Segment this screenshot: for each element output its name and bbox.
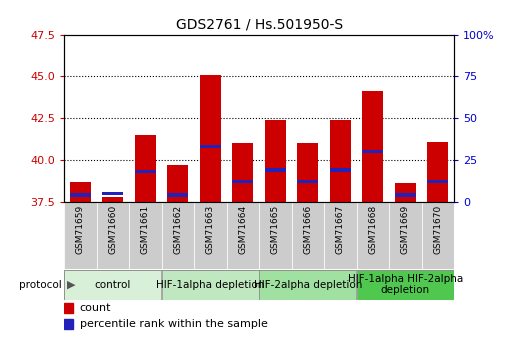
Text: GSM71666: GSM71666 (303, 205, 312, 254)
Bar (324, 202, 357, 269)
Text: GSM71661: GSM71661 (141, 205, 150, 254)
Bar (291, 202, 324, 269)
Bar (102, 197, 124, 202)
Text: ▶: ▶ (67, 280, 75, 289)
Bar (135, 135, 156, 202)
Bar (232, 180, 253, 184)
Bar (232, 143, 253, 202)
Bar (330, 168, 351, 172)
Bar (362, 91, 383, 202)
Bar (200, 145, 221, 148)
Bar (102, 192, 124, 195)
Text: HIF-2alpha depletion: HIF-2alpha depletion (253, 280, 362, 289)
Bar (194, 202, 227, 269)
Bar (260, 270, 356, 299)
Bar (162, 202, 194, 269)
Bar (70, 194, 91, 197)
Bar (96, 202, 129, 269)
Bar (394, 184, 416, 202)
Bar (422, 202, 454, 269)
Text: GSM71659: GSM71659 (76, 205, 85, 254)
Bar (167, 194, 188, 197)
Bar (297, 143, 319, 202)
Bar (259, 202, 291, 269)
Text: percentile rank within the sample: percentile rank within the sample (80, 319, 268, 329)
Bar (162, 270, 259, 299)
Bar (64, 303, 73, 313)
Bar (64, 202, 96, 269)
Bar (362, 150, 383, 153)
Bar (135, 170, 156, 174)
Bar (65, 270, 161, 299)
Bar (357, 202, 389, 269)
Text: GSM71668: GSM71668 (368, 205, 377, 254)
Text: GSM71670: GSM71670 (433, 205, 442, 254)
Bar (265, 168, 286, 172)
Bar (227, 202, 259, 269)
Text: GSM71663: GSM71663 (206, 205, 215, 254)
Text: GSM71664: GSM71664 (239, 205, 247, 254)
Title: GDS2761 / Hs.501950-S: GDS2761 / Hs.501950-S (175, 18, 343, 32)
Text: GSM71667: GSM71667 (336, 205, 345, 254)
Text: HIF-1alpha HIF-2alpha
depletion: HIF-1alpha HIF-2alpha depletion (348, 274, 463, 295)
Text: protocol: protocol (19, 280, 62, 289)
Text: GSM71662: GSM71662 (173, 205, 182, 254)
Text: GSM71665: GSM71665 (271, 205, 280, 254)
Bar (265, 120, 286, 202)
Text: GSM71669: GSM71669 (401, 205, 410, 254)
Bar (167, 165, 188, 202)
Bar (200, 75, 221, 202)
Text: control: control (95, 280, 131, 289)
Bar (357, 270, 453, 299)
Bar (389, 202, 422, 269)
Text: HIF-1alpha depletion: HIF-1alpha depletion (156, 280, 265, 289)
Bar (64, 319, 73, 329)
Text: GSM71660: GSM71660 (108, 205, 117, 254)
Bar (70, 182, 91, 202)
Bar (394, 194, 416, 197)
Bar (129, 202, 162, 269)
Bar (297, 180, 319, 184)
Bar (330, 120, 351, 202)
Bar (427, 180, 448, 184)
Bar (427, 141, 448, 202)
Text: count: count (80, 303, 111, 313)
